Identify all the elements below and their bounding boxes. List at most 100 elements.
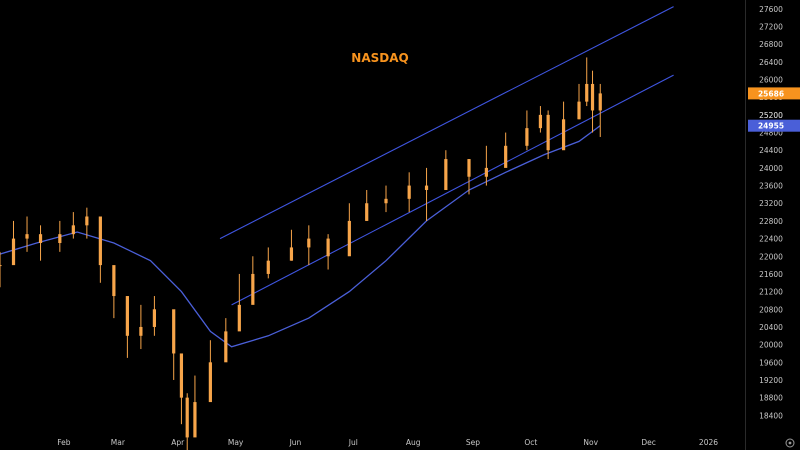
candle-body bbox=[185, 397, 189, 438]
x-tick-label: Oct bbox=[524, 438, 537, 447]
candle bbox=[467, 159, 471, 195]
candle-body bbox=[365, 203, 369, 221]
x-tick-label: Sep bbox=[466, 438, 480, 447]
candle-body bbox=[38, 234, 43, 244]
x-tick-label: Aug bbox=[406, 438, 421, 447]
candle bbox=[538, 106, 543, 133]
y-tick-label: 21600 bbox=[759, 270, 783, 279]
y-tick-label: 25200 bbox=[759, 111, 783, 120]
candle bbox=[424, 167, 429, 221]
x-tick-label: Jul bbox=[348, 438, 358, 447]
candle-body bbox=[112, 265, 116, 297]
settings-icon[interactable] bbox=[785, 438, 795, 448]
candle bbox=[266, 247, 270, 279]
candle bbox=[172, 309, 176, 380]
y-tick-label: 21200 bbox=[759, 288, 783, 297]
candle bbox=[25, 216, 29, 252]
candle-body bbox=[152, 309, 157, 327]
candle-body bbox=[538, 114, 543, 129]
candle bbox=[237, 273, 241, 332]
candle bbox=[384, 185, 388, 213]
candle-body bbox=[139, 326, 143, 336]
candle bbox=[251, 256, 255, 305]
candle bbox=[58, 220, 62, 252]
plot-area bbox=[745, 0, 746, 450]
moving-average-line bbox=[0, 125, 601, 348]
x-tick-label: Mar bbox=[111, 438, 126, 447]
y-tick-label: 22000 bbox=[759, 252, 783, 261]
x-tick-label: Apr bbox=[171, 438, 185, 447]
candle bbox=[185, 393, 189, 450]
candle-body bbox=[237, 304, 241, 332]
candle-body bbox=[467, 159, 471, 177]
candle bbox=[179, 353, 184, 425]
candle bbox=[98, 216, 102, 283]
candle bbox=[224, 318, 228, 363]
candle bbox=[444, 150, 448, 190]
y-axis: 2760027200268002640026000256002520024800… bbox=[759, 5, 783, 420]
y-tick-label: 24800 bbox=[759, 129, 783, 138]
price-badges: 25686 24955 bbox=[748, 87, 800, 132]
candle-body bbox=[424, 185, 429, 190]
candle-body bbox=[525, 128, 529, 146]
y-tick-label: 27600 bbox=[759, 5, 783, 14]
candle bbox=[598, 83, 602, 137]
candle-body bbox=[125, 296, 129, 336]
channel-upper-line bbox=[219, 6, 674, 240]
candle-body bbox=[224, 331, 228, 363]
candle bbox=[85, 207, 89, 239]
candle-body bbox=[326, 238, 330, 257]
candle bbox=[11, 220, 16, 266]
candle bbox=[139, 304, 143, 350]
candles-layer bbox=[0, 57, 602, 450]
candle-body bbox=[546, 114, 550, 151]
candle-body bbox=[58, 234, 62, 244]
candle bbox=[504, 132, 508, 168]
candle bbox=[590, 70, 595, 133]
candle-body bbox=[384, 198, 388, 204]
x-tick-label: Jun bbox=[289, 438, 302, 447]
candle-body bbox=[11, 238, 16, 266]
candle-body bbox=[444, 159, 448, 190]
candle-body bbox=[85, 216, 89, 226]
candle bbox=[0, 251, 2, 288]
x-axis: Feb Mar Apr May Jun Jul Aug Sep Oct Nov Dec 2026 bbox=[57, 438, 718, 447]
candle bbox=[561, 101, 566, 151]
x-tick-label: Feb bbox=[57, 438, 71, 447]
y-tick-label: 26000 bbox=[759, 76, 783, 85]
candle-body bbox=[172, 309, 176, 354]
candle-body bbox=[251, 273, 255, 305]
candle bbox=[546, 110, 550, 160]
chart-title: NASDAQ bbox=[351, 51, 408, 65]
y-tick-label: 18800 bbox=[759, 394, 783, 403]
candle bbox=[193, 375, 197, 438]
candle-body bbox=[208, 362, 212, 403]
candle-body bbox=[561, 119, 566, 151]
y-tick-label: 24400 bbox=[759, 146, 783, 155]
y-tick-label: 26400 bbox=[759, 58, 783, 67]
moving-average-layer bbox=[0, 125, 601, 348]
candle bbox=[208, 340, 212, 403]
candle bbox=[71, 212, 75, 239]
y-tick-label: 23200 bbox=[759, 199, 783, 208]
candle bbox=[289, 229, 294, 261]
y-tick-label: 20400 bbox=[759, 323, 783, 332]
candle bbox=[365, 189, 369, 221]
candle bbox=[307, 225, 311, 266]
candle bbox=[407, 172, 411, 213]
last-price-badge: 25686 bbox=[758, 89, 784, 98]
y-tick-label: 25200 bbox=[759, 111, 783, 120]
candle-body bbox=[590, 83, 595, 111]
moving-average-badge: 24955 bbox=[758, 122, 784, 131]
candle-body bbox=[407, 185, 411, 199]
candle bbox=[125, 296, 129, 358]
candle bbox=[112, 265, 116, 319]
candle-body bbox=[484, 167, 488, 177]
candle-body bbox=[0, 265, 2, 267]
candle bbox=[326, 234, 330, 270]
y-tick-label: 20000 bbox=[759, 341, 783, 350]
candle-body bbox=[347, 220, 351, 257]
candle-body bbox=[598, 93, 602, 111]
candle-body bbox=[193, 402, 197, 438]
